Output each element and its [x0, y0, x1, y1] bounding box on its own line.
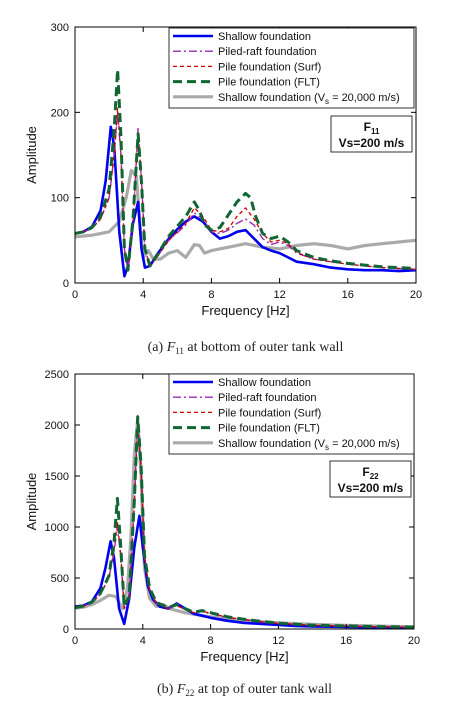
- figure-caption: (b) F22 at top of outer tank wall: [157, 682, 332, 698]
- legend-label: Shallow foundation: [218, 31, 311, 43]
- x-tick-label: 16: [342, 289, 354, 301]
- y-tick-label: 2000: [45, 420, 69, 432]
- legend-box: [168, 373, 415, 455]
- legend-label: Pile foundation (FLT): [218, 423, 320, 435]
- annotation-vs: Vs=200 m/s: [339, 136, 405, 150]
- y-axis-label: Amplitude: [24, 473, 39, 531]
- legend-label: Shallow foundation: [218, 377, 311, 389]
- x-tick-label: 12: [273, 289, 285, 301]
- legend-label: Piled-raft foundation: [218, 46, 316, 58]
- annotation-vs: Vs=200 m/s: [338, 481, 404, 495]
- x-tick-label: 20: [408, 635, 420, 647]
- legend-label: Pile foundation (Surf): [218, 61, 321, 73]
- series-line-3: [75, 68, 416, 272]
- annotation-symbol: F11: [364, 120, 380, 136]
- annotation-symbol: F22: [362, 465, 379, 481]
- x-tick-label: 8: [208, 289, 214, 301]
- y-axis-label: Amplitude: [24, 126, 39, 184]
- x-tick-label: 4: [140, 289, 146, 301]
- y-tick-label: 200: [51, 107, 69, 119]
- x-tick-label: 20: [410, 289, 422, 301]
- x-tick-label: 12: [272, 635, 284, 647]
- series-line-0: [75, 125, 416, 278]
- y-tick-label: 0: [63, 624, 69, 636]
- series-line-4: [75, 168, 416, 261]
- y-tick-label: 2500: [45, 369, 69, 381]
- legend-box: [168, 27, 415, 109]
- y-tick-label: 100: [51, 193, 69, 205]
- legend: Shallow foundation Piled-raft foundation P…: [168, 373, 415, 455]
- y-tick-label: 1500: [45, 471, 69, 483]
- legend-label: Piled-raft foundation: [218, 392, 316, 404]
- y-tick-label: 1000: [45, 522, 69, 534]
- legend-label: Shallow foundation (Vs = 20,000 m/s): [218, 92, 400, 106]
- plot-frame: [74, 26, 417, 284]
- x-tick-label: 0: [72, 289, 78, 301]
- x-tick-label: 16: [340, 635, 352, 647]
- legend-label: Shallow foundation (Vs = 20,000 m/s): [218, 438, 400, 452]
- y-tick-label: 0: [63, 278, 69, 290]
- legend-label: Pile foundation (Surf): [218, 407, 321, 419]
- x-axis-label: Frequency [Hz]: [201, 303, 289, 318]
- figure-caption: (a) F11 at bottom of outer tank wall: [148, 340, 344, 356]
- y-tick-label: 500: [51, 573, 69, 585]
- series-line-1: [75, 415, 414, 628]
- x-axis-label: Frequency [Hz]: [200, 649, 288, 664]
- legend: Shallow foundation Piled-raft foundation P…: [168, 27, 415, 109]
- series-line-0: [75, 514, 414, 629]
- x-tick-label: 8: [208, 635, 214, 647]
- x-tick-label: 0: [72, 635, 78, 647]
- y-tick-label: 300: [51, 22, 69, 34]
- legend-label: Pile foundation (FLT): [218, 77, 320, 89]
- x-tick-label: 4: [140, 635, 146, 647]
- chart-panel-b: 0 4 8 12 16 20 0 500 1000 1500 2000 2500 Frequency […: [24, 369, 420, 698]
